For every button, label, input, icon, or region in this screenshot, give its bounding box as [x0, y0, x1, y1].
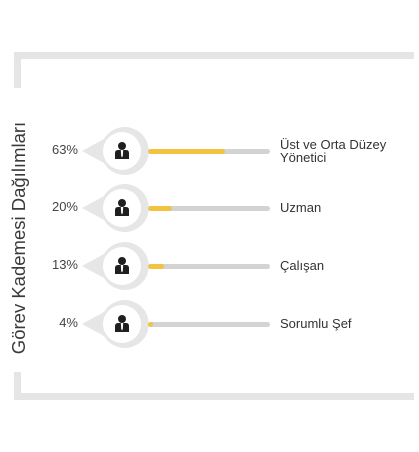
bar-fill — [148, 206, 172, 211]
category-label-line1: Üst ve Orta Düzey — [280, 137, 387, 152]
pin-1 — [82, 184, 149, 232]
category-label: Sorumlu Şef — [280, 316, 352, 331]
person-icon — [115, 199, 129, 216]
row-3: 4% Sorumlu Şef — [0, 299, 419, 349]
bar-fill — [148, 149, 225, 154]
category-label: Uzman — [280, 200, 322, 215]
row-1: 20% Uzman — [0, 183, 419, 233]
percent-label: 13% — [51, 257, 78, 272]
person-icon — [115, 257, 129, 274]
bar-track — [148, 149, 270, 154]
pin-2 — [82, 242, 149, 290]
frame-title-gap — [8, 88, 26, 372]
percent-label: 20% — [51, 199, 78, 214]
bar-track — [148, 322, 270, 327]
percent-label: 63% — [51, 142, 78, 157]
bar-track — [148, 206, 270, 211]
person-icon — [115, 142, 129, 159]
percent-label: 4% — [59, 315, 78, 330]
bar-fill — [148, 264, 164, 269]
category-label-line2: Yönetici — [280, 150, 327, 165]
person-icon — [115, 315, 129, 332]
bar-fill — [148, 322, 153, 327]
row-2: 13% Çalışan — [0, 241, 419, 291]
bar-track — [148, 264, 270, 269]
category-label: Çalışan — [280, 258, 325, 273]
pin-3 — [82, 300, 149, 348]
row-0: 63% Üst ve Orta Düzey Yönetici — [0, 126, 419, 176]
pin-0 — [82, 127, 149, 175]
